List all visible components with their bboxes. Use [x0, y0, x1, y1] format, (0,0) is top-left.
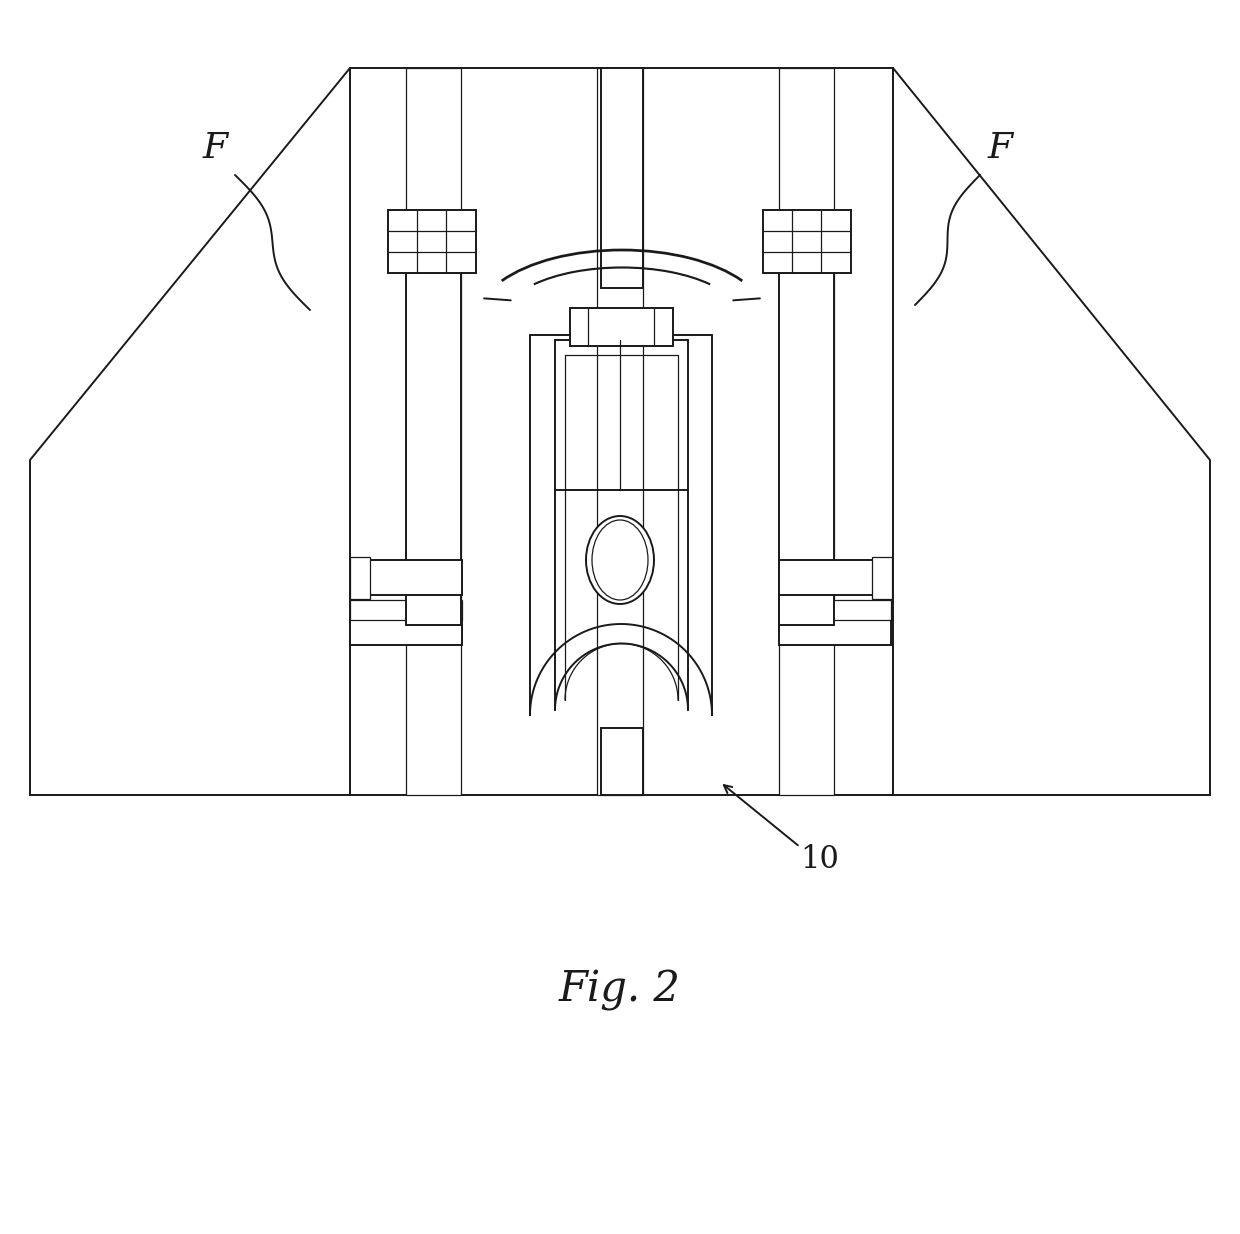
Bar	[596, 68, 644, 795]
Text: Fig. 2: Fig. 2	[559, 969, 681, 1011]
Ellipse shape	[587, 516, 653, 603]
Bar	[350, 600, 463, 619]
Bar	[601, 68, 644, 288]
Bar	[779, 273, 835, 624]
Bar	[350, 557, 370, 598]
Text: F: F	[202, 131, 228, 165]
Bar	[872, 557, 892, 598]
Text: 10: 10	[801, 844, 839, 875]
Bar	[350, 619, 463, 645]
Bar	[779, 600, 892, 619]
Bar	[405, 68, 461, 795]
Bar	[779, 560, 877, 595]
Ellipse shape	[591, 520, 649, 600]
Bar	[388, 210, 476, 273]
Bar	[779, 68, 835, 795]
Bar	[570, 308, 673, 346]
Polygon shape	[30, 68, 350, 795]
Bar	[405, 273, 461, 624]
Text: F: F	[987, 131, 1013, 165]
Polygon shape	[893, 68, 1210, 795]
Bar	[601, 728, 644, 795]
Bar	[779, 619, 892, 645]
Bar	[350, 68, 893, 795]
Bar	[365, 560, 463, 595]
Bar	[763, 210, 851, 273]
